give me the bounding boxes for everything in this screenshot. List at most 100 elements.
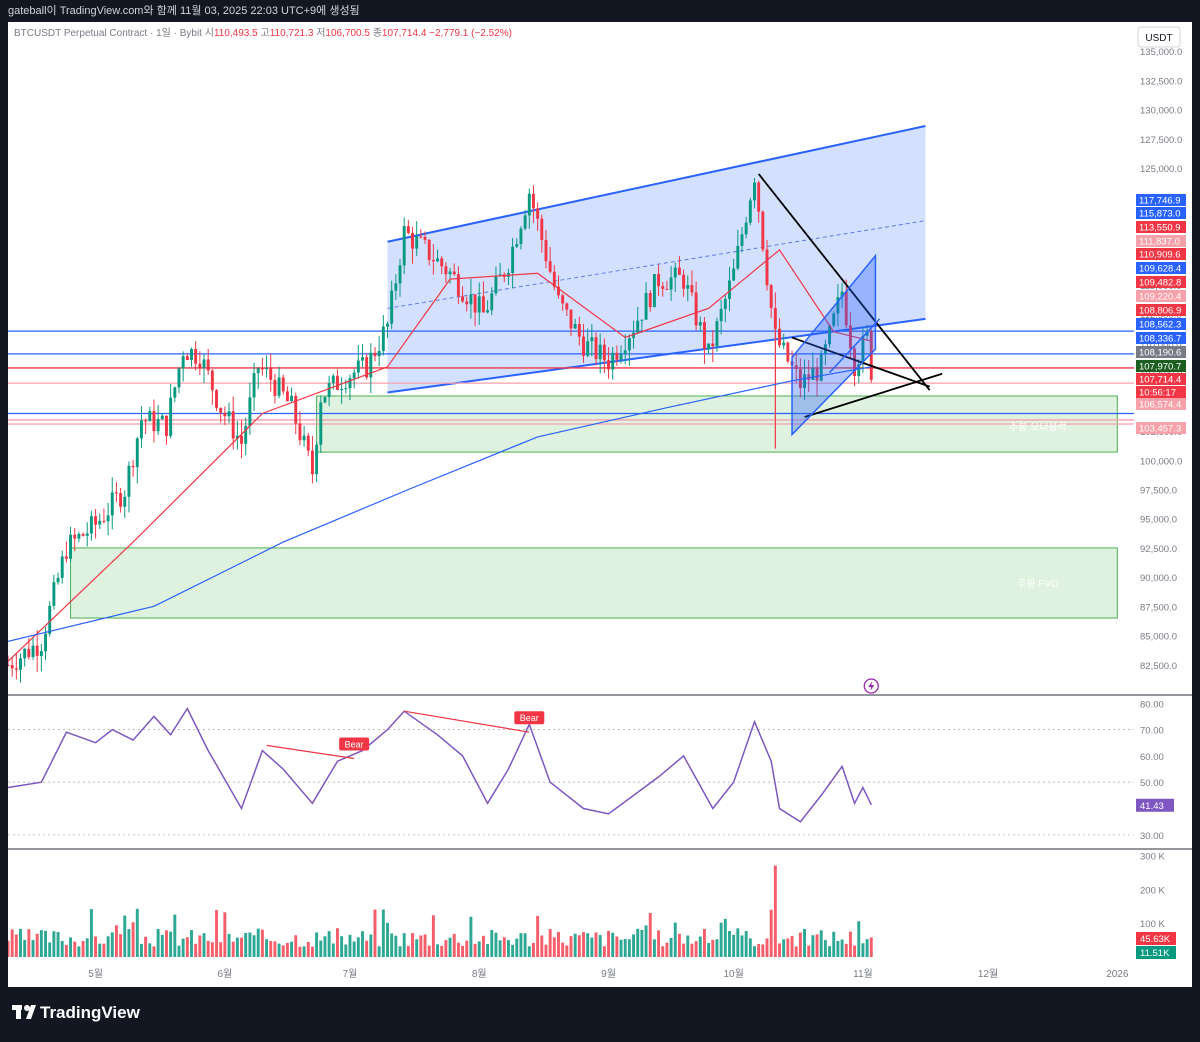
candle-body <box>536 208 540 219</box>
volume-bar <box>469 916 473 957</box>
candle-body <box>698 322 702 326</box>
flag-inner-line[interactable] <box>829 318 881 374</box>
channel-layer <box>387 125 926 394</box>
volume-bar <box>798 932 802 957</box>
candle-body <box>744 222 748 235</box>
wedge-lower-line[interactable] <box>804 372 943 418</box>
candle-body <box>240 435 244 444</box>
volume-bar <box>352 941 356 957</box>
candle-body <box>285 391 289 402</box>
volume-bar <box>361 931 364 957</box>
volume-bar <box>144 936 148 957</box>
volume-tick-label: 300 K <box>1140 851 1165 862</box>
candle-body <box>840 291 844 298</box>
volume-value-badge <box>1136 946 1176 959</box>
bear-divergence-line[interactable] <box>404 710 530 733</box>
candle-body <box>807 374 811 380</box>
volume-bar <box>506 940 510 957</box>
candle-body <box>448 271 452 275</box>
candle-body <box>39 651 43 656</box>
price-tick-label: 95,000.0 <box>1140 515 1177 526</box>
volume-bar <box>223 912 227 957</box>
currency-button[interactable] <box>1137 26 1181 48</box>
candle-body <box>194 348 198 364</box>
volume-bar <box>486 944 490 957</box>
candle-body <box>81 533 85 536</box>
candle-body <box>557 286 560 296</box>
volume-bar <box>761 944 765 957</box>
price-tick-label: 85,000.0 <box>1140 632 1177 643</box>
volume-bar <box>98 943 102 957</box>
volume-bar <box>402 933 406 957</box>
candle-body <box>169 397 173 436</box>
price-label-text: 109,220.4 <box>1139 292 1181 303</box>
rsi-tick-label: 80.00 <box>1140 699 1164 710</box>
bear-signal-badge[interactable] <box>339 737 370 751</box>
volume-bar <box>594 932 598 957</box>
candle-body <box>215 390 218 408</box>
candle-body <box>565 303 569 310</box>
volume-bar <box>406 945 410 957</box>
price-tick-label: 132,500.0 <box>1140 76 1182 87</box>
volume-bar <box>181 938 185 957</box>
candle-body <box>461 296 465 302</box>
price-label-badge <box>1136 398 1186 410</box>
volume-bar <box>544 944 548 957</box>
candle-body <box>427 239 431 260</box>
bear-divergence-line[interactable] <box>266 744 355 760</box>
candle-body <box>673 267 677 278</box>
volume-bar <box>602 946 606 957</box>
candle-body <box>369 352 373 378</box>
price-tick-label: 125,000.0 <box>1140 164 1182 175</box>
price-label-badge <box>1136 360 1186 372</box>
candle-body <box>139 420 143 439</box>
wedge-upper-line[interactable] <box>791 336 930 388</box>
volume-bar <box>335 928 339 957</box>
candle-body <box>381 326 385 351</box>
chart-frame[interactable]: Bear Bear 135,000.0 132,500.0 130,000.0 127,… <box>8 22 1192 987</box>
rsi-line[interactable] <box>8 706 872 823</box>
volume-bar <box>306 941 310 957</box>
candle-body <box>310 450 314 475</box>
bear-flag-channel[interactable] <box>791 253 877 437</box>
candle-body <box>73 534 77 539</box>
channel-upper-line[interactable] <box>387 125 926 243</box>
candle-body <box>373 352 377 357</box>
volume-bar <box>39 930 43 957</box>
volume-bar <box>377 946 381 957</box>
volume-bar <box>473 943 477 957</box>
volume-bar <box>81 940 85 957</box>
volume-bar <box>861 943 865 957</box>
candle-body <box>677 267 681 275</box>
price-label-text: 10:56:17 <box>1139 388 1176 399</box>
legend-open-value: 110,493.5 <box>214 28 261 39</box>
candle-body <box>815 368 819 381</box>
chart-canvas[interactable]: Bear Bear 135,000.0 132,500.0 130,000.0 127,… <box>8 22 1192 987</box>
wedge-upper-line[interactable] <box>757 173 931 391</box>
candle-body <box>511 246 515 273</box>
price-tick-label: 90,000.0 <box>1140 573 1177 584</box>
volume-bar <box>48 942 52 957</box>
candle-body <box>206 359 210 371</box>
volume-value-badge <box>1136 932 1176 945</box>
zone-label-fvg: 주봉 FVG <box>1017 578 1059 590</box>
time-tick-label: 9월 <box>601 968 616 980</box>
volume-bar <box>573 933 577 957</box>
volume-bar <box>698 936 702 957</box>
volume-bar <box>577 935 581 957</box>
candle-body <box>190 348 193 361</box>
volume-bar <box>35 933 39 957</box>
candle-body <box>156 419 160 432</box>
volume-bar <box>52 931 56 957</box>
candle-body <box>52 582 56 606</box>
bear-signal-badge[interactable] <box>514 711 545 725</box>
moving-average-line[interactable] <box>8 366 872 642</box>
candle-body <box>519 228 523 245</box>
candle-body <box>577 323 581 337</box>
candle-body <box>419 236 423 238</box>
moving-average-line[interactable] <box>8 249 872 662</box>
candle-body <box>365 357 369 378</box>
price-label-badge <box>1136 346 1186 358</box>
price-label-text: 108,806.9 <box>1139 306 1181 317</box>
volume-bar <box>423 934 427 957</box>
